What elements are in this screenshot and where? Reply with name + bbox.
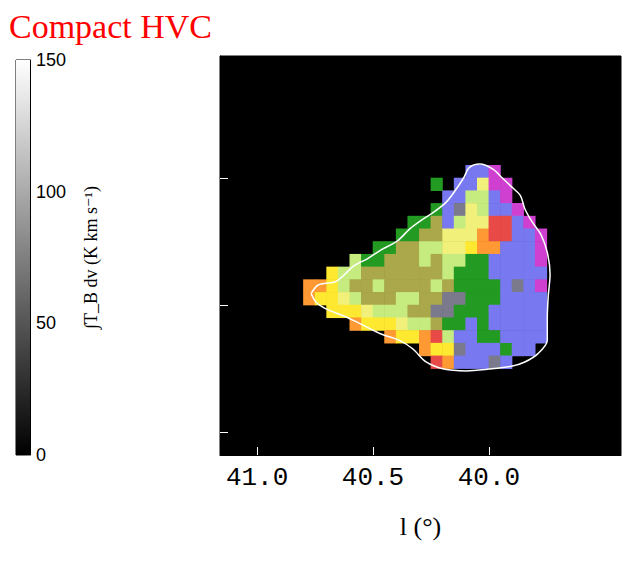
svg-text:∫T_B dv (K km s⁻¹): ∫T_B dv (K km s⁻¹) (81, 186, 102, 330)
svg-text:150: 150 (36, 50, 66, 70)
svg-text:100: 100 (36, 182, 66, 202)
svg-text:40.5: 40.5 (342, 463, 404, 493)
svg-text:50: 50 (36, 313, 56, 333)
svg-text:Compact HVC: Compact HVC (9, 8, 212, 45)
svg-text:41.0: 41.0 (226, 463, 288, 493)
svg-text:40.0: 40.0 (458, 463, 520, 493)
svg-text:l (°): l (°) (400, 512, 441, 541)
svg-text:0: 0 (36, 445, 46, 465)
